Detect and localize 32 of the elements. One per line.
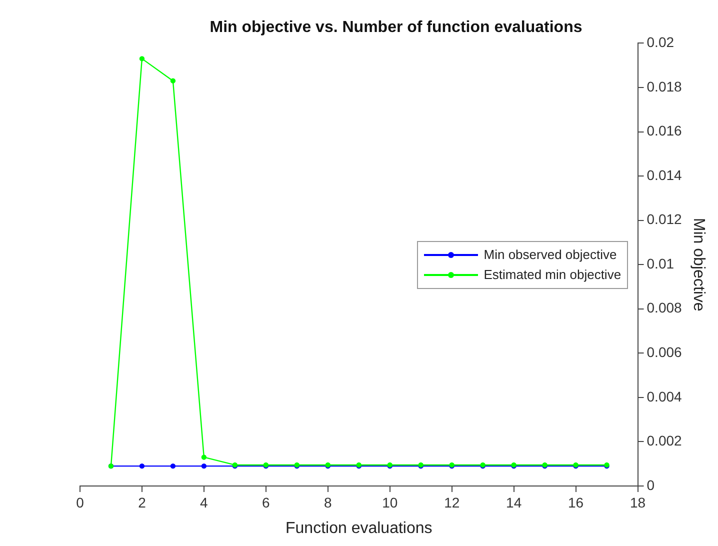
y-tick-label: 0.008 <box>646 300 682 316</box>
x-tick-label: 14 <box>506 494 522 510</box>
y-tick-label: 0.02 <box>646 34 674 50</box>
x-tick-label: 8 <box>324 494 332 510</box>
x-tick-label: 10 <box>382 494 398 510</box>
point <box>201 454 207 460</box>
y-tick-label: 0.01 <box>646 255 674 272</box>
x-axis-title: Function evaluations <box>286 520 432 537</box>
legend-label: Estimated min objective <box>484 267 622 282</box>
y-tick-label: 0.018 <box>646 78 682 94</box>
chart-title: Min objective vs. Number of function evaluations <box>210 19 582 36</box>
y-tick-label: 0.012 <box>646 211 682 228</box>
y-tick-label: 0.016 <box>646 122 682 139</box>
point <box>170 78 176 84</box>
x-tick-label: 6 <box>262 494 270 510</box>
x-tick-label: 16 <box>568 494 584 510</box>
y-tick-label: 0 <box>646 476 655 493</box>
x-tick-label: 4 <box>200 494 208 510</box>
y-axis-title: Min objective <box>690 218 707 312</box>
point <box>170 463 176 469</box>
x-tick-label: 12 <box>444 494 460 510</box>
y-tick-label: 0.014 <box>646 166 682 183</box>
x-tick-label: 18 <box>630 494 646 510</box>
point <box>201 463 207 469</box>
y-tick-label: 0.002 <box>646 432 682 449</box>
y-tick-label: 0.004 <box>646 388 682 404</box>
point <box>139 463 145 469</box>
x-tick-label: 2 <box>138 494 146 510</box>
x-tick-label: 0 <box>76 494 84 510</box>
point <box>139 56 145 62</box>
legend-label: Min observed objective <box>484 247 617 262</box>
y-tick-label: 0.006 <box>646 344 682 360</box>
